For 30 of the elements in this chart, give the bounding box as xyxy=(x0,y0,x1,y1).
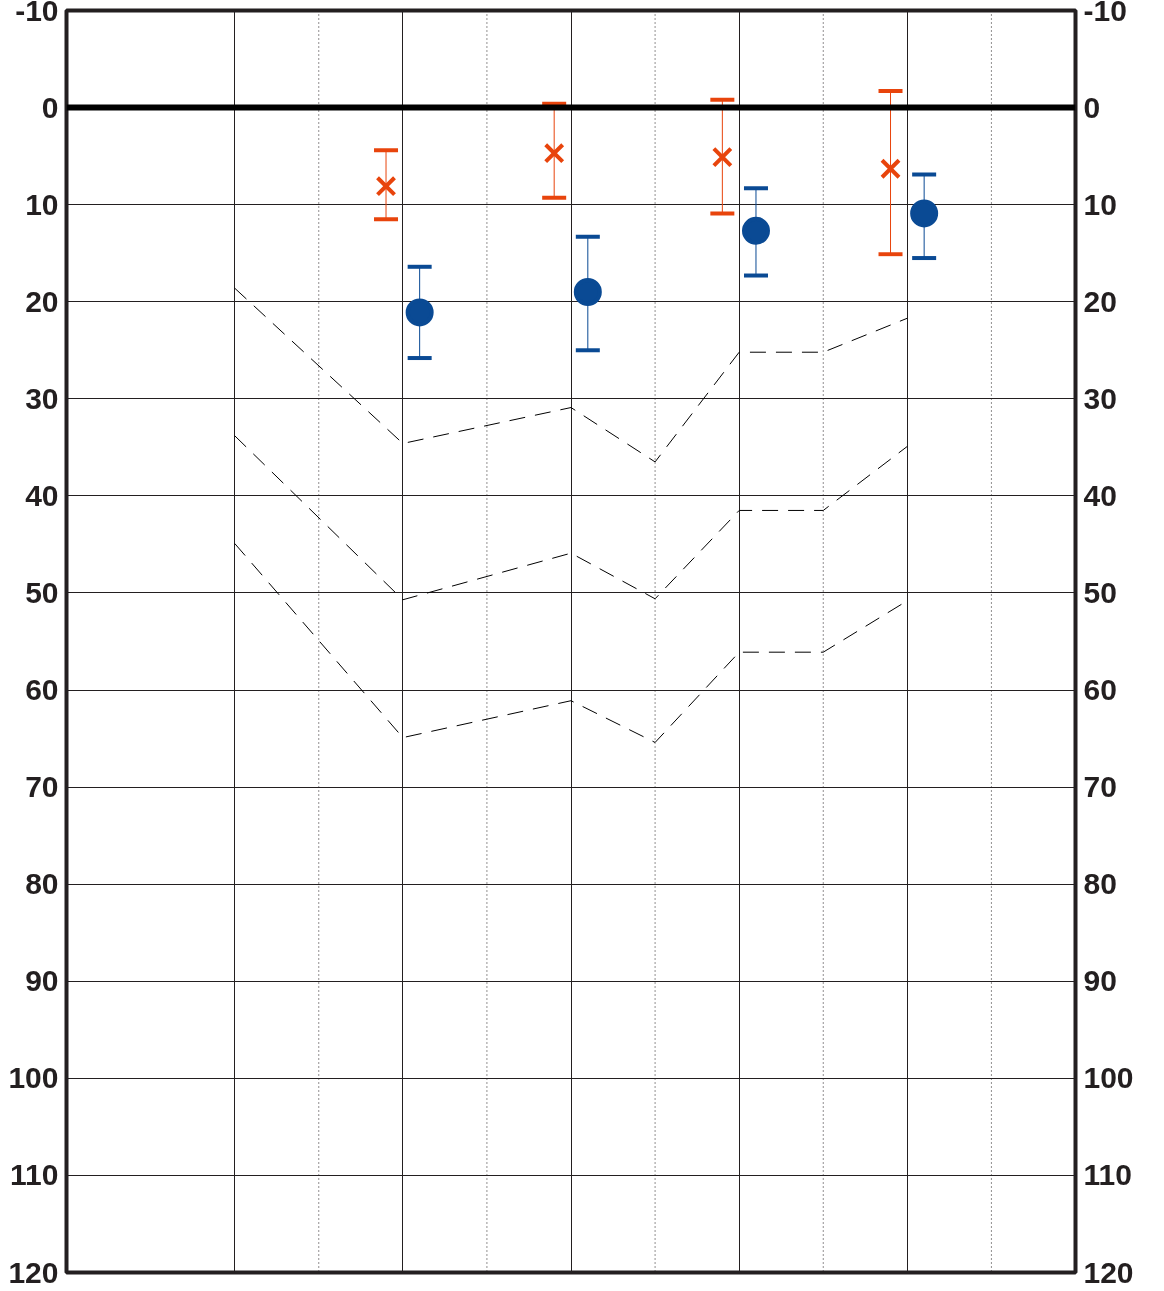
y-tick-label: 120 xyxy=(8,1255,59,1289)
y2-tick-label: 70 xyxy=(1083,770,1117,804)
y2-tick-label: 20 xyxy=(1083,284,1117,318)
y2-tick-label: 50 xyxy=(1083,575,1117,609)
y-tick-label: 10 xyxy=(25,187,59,221)
y-tick-label: 70 xyxy=(25,770,59,804)
line-series xyxy=(234,435,908,601)
y-tick-label: 50 xyxy=(25,575,59,609)
y2-tick-label: 40 xyxy=(1083,478,1117,512)
y2-tick-label: 90 xyxy=(1083,964,1117,998)
y2-tick-label: 30 xyxy=(1083,381,1117,415)
y-tick-label: 90 xyxy=(25,964,59,998)
y-tick-label: 30 xyxy=(25,381,59,415)
y-tick-label: 100 xyxy=(8,1061,59,1095)
y-tick-label: 0 xyxy=(41,90,59,124)
y-tick-label: 40 xyxy=(25,478,59,512)
y2-tick-label: 110 xyxy=(1083,1158,1132,1192)
y-tick-label: -10 xyxy=(15,0,59,27)
y2-tick-label: -10 xyxy=(1083,0,1127,27)
y2-tick-label: 80 xyxy=(1083,867,1117,901)
y2-tick-label: 60 xyxy=(1083,673,1117,707)
y2-tick-label: 10 xyxy=(1083,187,1117,221)
y-tick-label: 110 xyxy=(10,1158,59,1192)
y2-tick-label: 120 xyxy=(1083,1255,1134,1289)
y-tick-label: 20 xyxy=(25,284,59,318)
y-tick-label: 60 xyxy=(25,673,59,707)
y-tick-label: 80 xyxy=(25,867,59,901)
line-series xyxy=(234,287,908,463)
y2-tick-label: 100 xyxy=(1083,1061,1134,1095)
y2-tick-label: 0 xyxy=(1083,90,1101,124)
